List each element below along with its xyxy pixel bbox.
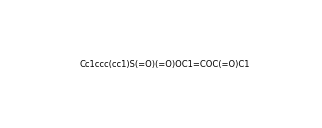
Text: Cc1ccc(cc1)S(=O)(=O)OC1=COC(=O)C1: Cc1ccc(cc1)S(=O)(=O)OC1=COC(=O)C1 <box>80 60 250 69</box>
